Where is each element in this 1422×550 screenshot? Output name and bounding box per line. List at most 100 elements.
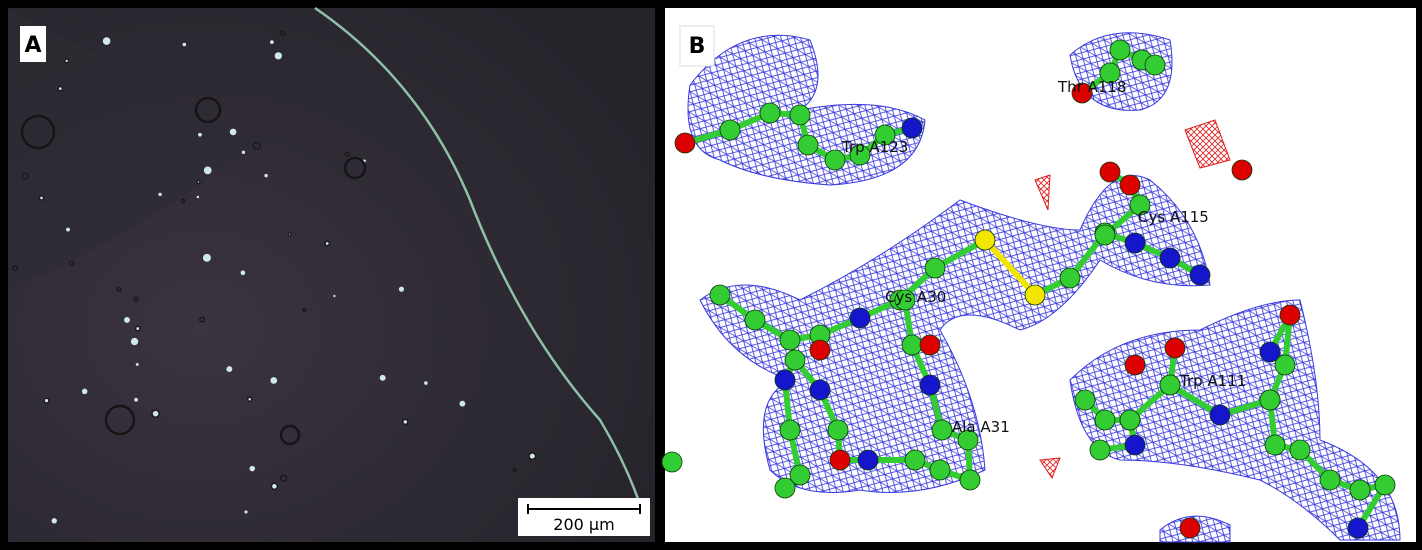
atom (901, 117, 923, 139)
atoms (661, 39, 1396, 539)
atom (674, 132, 696, 154)
speck (57, 85, 64, 92)
speck (398, 286, 405, 292)
speck (199, 316, 206, 323)
speck (274, 52, 282, 60)
speck (134, 397, 138, 402)
speck (68, 260, 75, 267)
speck (202, 253, 211, 262)
atom (809, 379, 831, 401)
atom (789, 464, 811, 486)
atom (874, 124, 896, 146)
speck (246, 396, 253, 402)
speck (270, 40, 274, 44)
speck (379, 374, 386, 381)
atom (901, 334, 923, 356)
atom (957, 429, 979, 451)
residue-label: Trp A123 (841, 138, 908, 156)
bubble (279, 424, 301, 446)
atom (931, 419, 953, 441)
atom (1374, 474, 1396, 496)
speck (240, 270, 246, 276)
atom (1279, 304, 1301, 326)
speck (81, 388, 88, 395)
residue-label: Trp A111 (1179, 372, 1246, 390)
atom (779, 329, 801, 351)
panel-b: B Thr A118 Trp A123 Cys A115 Cys A30 Trp… (661, 8, 1416, 543)
atom (1259, 389, 1281, 411)
residue-label: Ala A31 (952, 418, 1010, 436)
atom (774, 477, 796, 499)
atom (1074, 389, 1096, 411)
atom (1231, 159, 1253, 181)
atom (919, 374, 941, 396)
atom (1124, 232, 1146, 254)
atom (774, 369, 796, 391)
panel-label-box (679, 25, 715, 67)
speck (270, 482, 279, 491)
atom (1109, 39, 1131, 61)
speck (333, 294, 336, 298)
speck (270, 377, 278, 384)
atom (1144, 54, 1166, 76)
atom (857, 449, 879, 471)
speck (198, 132, 202, 137)
speck (241, 150, 246, 155)
atom (1347, 517, 1369, 539)
atom (1094, 409, 1116, 431)
atom (849, 144, 871, 166)
atom (809, 339, 831, 361)
atom (1289, 439, 1311, 461)
panel-label: A (24, 33, 41, 58)
speck (226, 366, 233, 373)
atom (1071, 82, 1093, 104)
atom (1319, 469, 1341, 491)
atom (789, 104, 811, 126)
speck (459, 400, 466, 407)
atom (1024, 284, 1046, 306)
atom (1189, 264, 1211, 286)
speck (279, 30, 286, 37)
bubble (104, 404, 136, 436)
bond (982, 237, 1038, 298)
atom (1089, 439, 1111, 461)
crystal-edge (314, 6, 647, 521)
atom (1124, 434, 1146, 456)
residue-label: Cys A115 (1138, 208, 1209, 226)
atom (924, 257, 946, 279)
atom (1124, 354, 1146, 376)
speck (203, 166, 212, 175)
panel-label: B (689, 34, 706, 59)
atom (1209, 404, 1231, 426)
atom (1264, 434, 1286, 456)
difference-mesh (1184, 119, 1231, 169)
speck (324, 240, 331, 247)
bubble (343, 156, 367, 180)
speck (21, 172, 29, 180)
atom (1274, 354, 1296, 376)
speck (11, 265, 19, 272)
speck (134, 325, 141, 332)
speck (116, 286, 122, 293)
difference-mesh (1039, 457, 1061, 480)
atom (1179, 517, 1201, 539)
speck (151, 409, 160, 418)
specks (11, 30, 537, 524)
bubble (194, 96, 222, 124)
atom (784, 349, 806, 371)
atom (904, 449, 926, 471)
atom (1119, 409, 1141, 431)
speck (244, 510, 248, 514)
atom (1164, 337, 1186, 359)
atom (1094, 224, 1116, 246)
speck (287, 232, 292, 237)
atom (894, 289, 916, 311)
residue-label: Thr A118 (1057, 78, 1127, 96)
speck (196, 195, 200, 199)
speck (102, 37, 111, 45)
atom (744, 309, 766, 331)
atom (1159, 247, 1181, 269)
atom (1349, 479, 1371, 501)
speck (124, 316, 130, 323)
